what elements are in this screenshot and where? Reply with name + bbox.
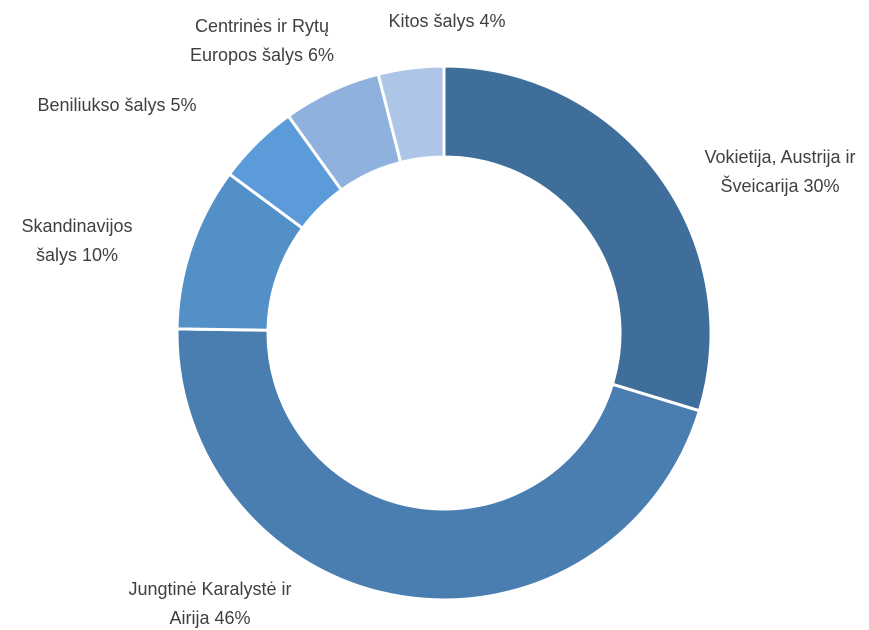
slice-label: Beniliukso šalys 5% <box>37 91 197 120</box>
category-name: Jungtinė Karalystė ir Airija <box>128 579 292 628</box>
category-name: Beniliukso šalys <box>37 95 166 115</box>
donut-slice <box>442 64 713 413</box>
value-label: 10% <box>82 245 119 265</box>
donut-slice <box>376 64 446 165</box>
category-name: Kitos šalys <box>388 11 475 31</box>
category-name: Centrinės ir Rytų Europos šalys <box>189 16 330 65</box>
slice-label: Kitos šalys 4% <box>347 7 547 36</box>
value-label: 5% <box>170 95 197 115</box>
slice-label: Centrinės ir Rytų Europos šalys 6% <box>167 12 357 70</box>
slice-label: Jungtinė Karalystė ir Airija 46% <box>110 575 310 630</box>
category-name: Vokietija, Austrija ir Šveicarija <box>704 147 856 196</box>
slice-label: Skandinavijos šalys 10% <box>2 212 152 270</box>
donut-slice <box>175 327 702 602</box>
value-label: 46% <box>214 608 251 628</box>
slice-label: Vokietija, Austrija ir Šveicarija 30% <box>685 143 869 201</box>
value-label: 30% <box>803 176 840 196</box>
value-label: 6% <box>308 45 335 65</box>
category-name: Skandinavijos šalys <box>21 216 133 265</box>
value-label: 4% <box>479 11 506 31</box>
